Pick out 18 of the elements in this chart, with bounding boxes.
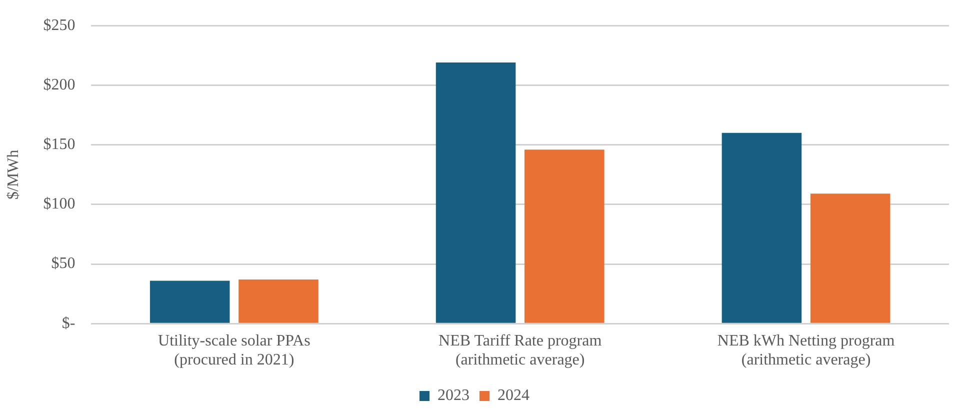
y-axis-title: $/MWh [4, 150, 22, 200]
bar [524, 150, 604, 323]
legend-label: 2024 [498, 387, 530, 404]
y-tick-label: $200 [43, 76, 76, 94]
y-tick-label: $150 [43, 136, 76, 154]
bar [810, 194, 890, 323]
y-tick-label: $100 [43, 196, 76, 213]
bar [238, 279, 318, 323]
y-tick-label: $250 [43, 16, 76, 34]
y-tick-label: $50 [51, 255, 76, 272]
x-tick-label: NEB Tariff Rate program (arithmetic average) [438, 332, 602, 369]
x-tick-label: Utility-scale solar PPAs (procured in 2021) [158, 332, 310, 369]
legend-label: 2023 [438, 387, 470, 404]
y-tick-label: $- [62, 314, 76, 332]
x-tick-label: NEB kWh Netting program (arithmetic average) [717, 332, 896, 369]
bar [150, 280, 230, 323]
bar [436, 62, 516, 323]
bar [722, 132, 802, 323]
